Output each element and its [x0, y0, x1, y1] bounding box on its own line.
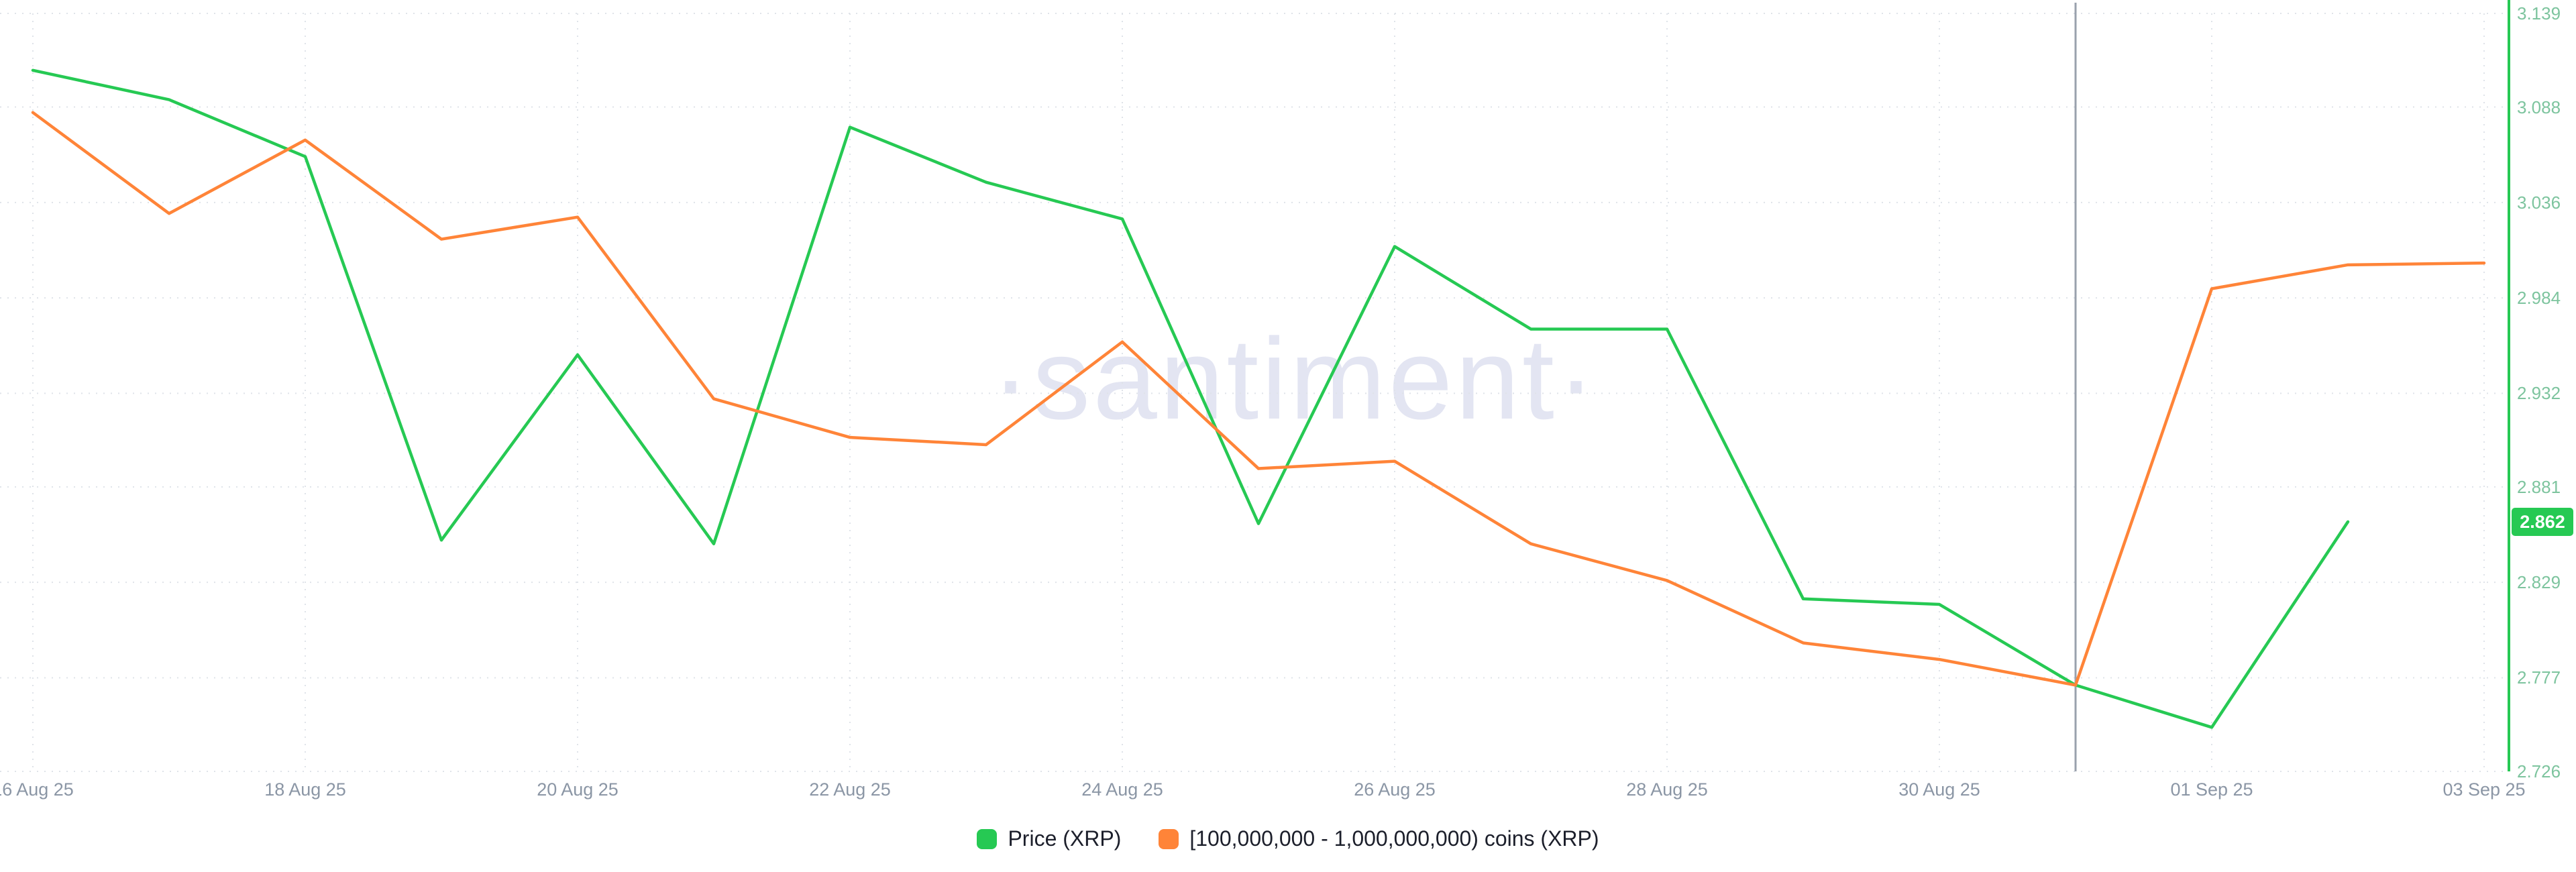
legend-swatch-icon: [1159, 828, 1179, 849]
x-axis-tick: 28 Aug 25: [1626, 779, 1708, 800]
x-axis-tick: 20 Aug 25: [537, 779, 619, 800]
x-axis-tick: 26 Aug 25: [1354, 779, 1436, 800]
legend: Price (XRP) [100,000,000 - 1,000,000,000)…: [0, 826, 2576, 851]
x-axis-tick: 16 Aug 25: [0, 779, 74, 800]
x-axis-tick: 30 Aug 25: [1898, 779, 1980, 800]
legend-item-price[interactable]: Price (XRP): [977, 826, 1121, 851]
y-axis-tick: 2.777: [2517, 667, 2561, 688]
x-axis-tick: 01 Sep 25: [2170, 779, 2253, 800]
price-series-line[interactable]: [31, 68, 2350, 729]
legend-label: Price (XRP): [1008, 826, 1122, 851]
y-axis-tick: 3.036: [2517, 192, 2561, 213]
x-axis-tick: 03 Sep 25: [2443, 779, 2526, 800]
gridlines: [0, 13, 2509, 772]
y-axis-tick: 2.932: [2517, 383, 2561, 404]
y-axis-tick: 2.881: [2517, 476, 2561, 497]
y-axis-tick: 2.984: [2517, 288, 2561, 309]
price-value-badge: 2.862: [2512, 507, 2573, 536]
y-axis-tick: 3.088: [2517, 97, 2561, 117]
legend-swatch-icon: [977, 828, 998, 849]
y-axis-tick: 2.829: [2517, 572, 2561, 593]
x-axis-tick: 24 Aug 25: [1081, 779, 1163, 800]
x-axis-tick: 18 Aug 25: [264, 779, 346, 800]
y-axis-tick: 2.726: [2517, 761, 2561, 781]
santiment-watermark: ·santiment·: [991, 315, 1599, 443]
coins-series-line[interactable]: [31, 111, 2486, 687]
x-axis-tick: 22 Aug 25: [809, 779, 891, 800]
legend-label: [100,000,000 - 1,000,000,000) coins (XRP…: [1189, 826, 1599, 851]
y-axis-tick: 3.139: [2517, 3, 2561, 23]
legend-item-coins[interactable]: [100,000,000 - 1,000,000,000) coins (XRP…: [1159, 826, 1599, 851]
